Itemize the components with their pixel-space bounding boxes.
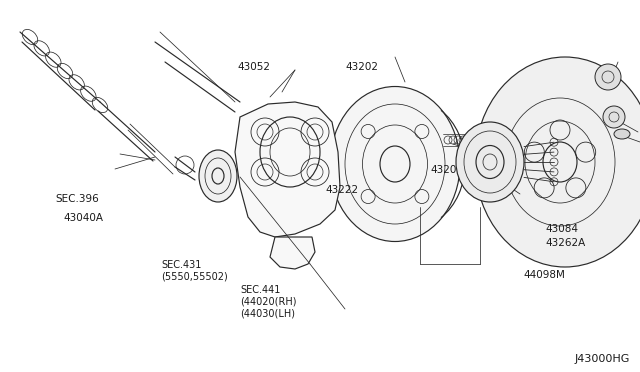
Circle shape bbox=[603, 106, 625, 128]
Polygon shape bbox=[235, 102, 340, 237]
Text: 44098M: 44098M bbox=[523, 270, 565, 280]
Text: J43000HG: J43000HG bbox=[575, 354, 630, 364]
Text: 43207: 43207 bbox=[430, 165, 463, 175]
Text: SEC.431
(5550,55502): SEC.431 (5550,55502) bbox=[161, 260, 228, 282]
Ellipse shape bbox=[614, 129, 630, 139]
Text: SEC.441
(44020(RH)
(44030(LH): SEC.441 (44020(RH) (44030(LH) bbox=[240, 285, 296, 318]
Text: 43262A: 43262A bbox=[545, 238, 585, 248]
Text: SEC.396: SEC.396 bbox=[55, 194, 99, 204]
Ellipse shape bbox=[456, 122, 524, 202]
Text: 43222: 43222 bbox=[325, 185, 358, 195]
Text: 43052: 43052 bbox=[237, 62, 270, 72]
Text: 43202: 43202 bbox=[345, 62, 378, 72]
Text: 43084: 43084 bbox=[545, 224, 578, 234]
Ellipse shape bbox=[475, 57, 640, 267]
Ellipse shape bbox=[330, 87, 460, 241]
Circle shape bbox=[595, 64, 621, 90]
Polygon shape bbox=[270, 237, 315, 269]
Ellipse shape bbox=[199, 150, 237, 202]
Text: 43040A: 43040A bbox=[63, 213, 103, 223]
